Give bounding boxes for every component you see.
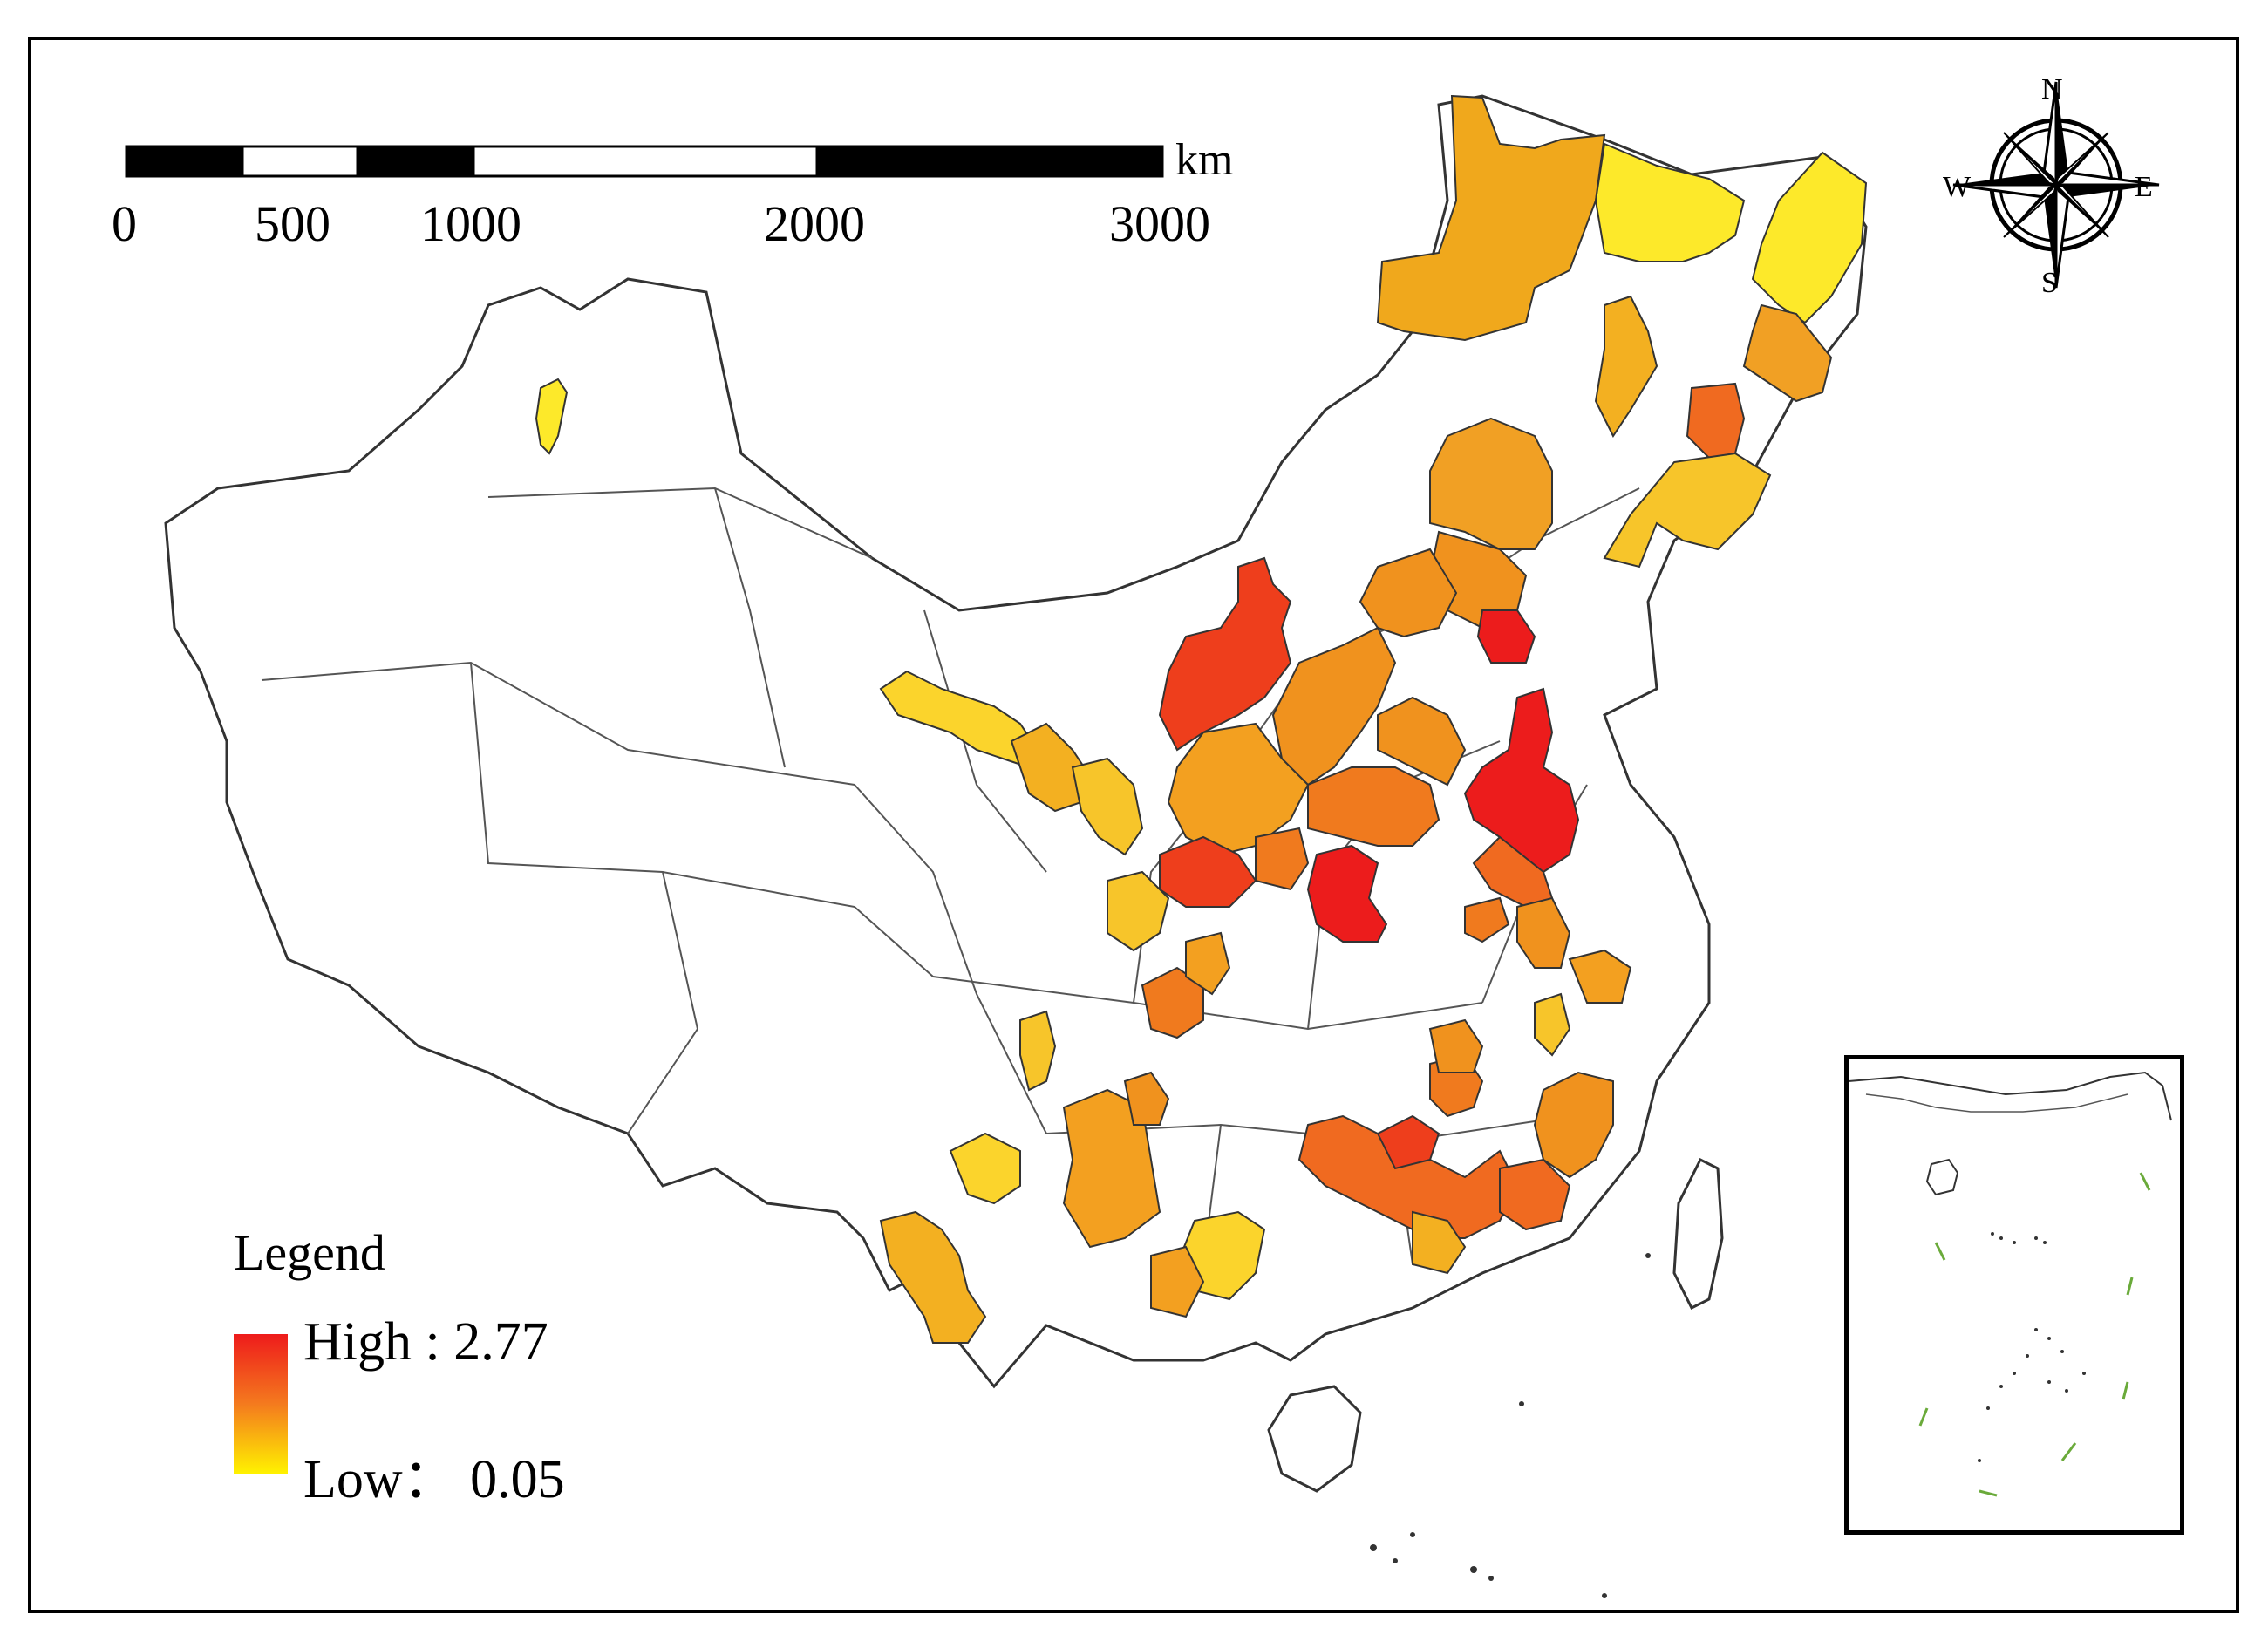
inset-map-canvas — [1848, 1071, 2172, 1497]
region-central-weinan — [1307, 766, 1440, 847]
region-north-zhangjiakou — [1359, 548, 1458, 638]
region-southwest-dazhou — [1185, 931, 1231, 996]
region-south-fujian — [1533, 1071, 1614, 1179]
scale-tick-label: 3000 — [1109, 195, 1210, 252]
region-northeast-qiqihar — [1594, 295, 1658, 438]
inset-map — [1844, 1055, 2184, 1535]
region-central-hanzhong — [1159, 835, 1257, 908]
region-south-ganzhou — [1499, 1158, 1571, 1231]
region-southwest-xishuangbanna — [879, 1210, 987, 1344]
region-south-heyuan — [1376, 1114, 1440, 1170]
region-east-xuzhou — [1464, 896, 1510, 943]
hainan-island — [1267, 1385, 1362, 1493]
region-southwest-yunnan — [1062, 1088, 1161, 1249]
region-southwest-yibin — [1019, 1010, 1057, 1092]
south-china-sea-islands — [1370, 1253, 1651, 1598]
region-north-ordos — [1158, 556, 1292, 752]
region-east-anhui — [1516, 896, 1571, 969]
compass-east-label: E — [2135, 171, 2153, 203]
region-northwest-xinjiang-strip — [535, 378, 569, 455]
region-northeast-hulunbuir — [1376, 94, 1606, 342]
legend-high-label: High : 2.77 — [303, 1312, 548, 1372]
region-central-henan — [1306, 844, 1388, 943]
legend-color-ramp — [234, 1334, 288, 1474]
compass-north-label: N — [2041, 73, 2063, 106]
scale-unit-label: km — [1175, 135, 1234, 185]
region-central-ankang — [1255, 827, 1310, 891]
region-central-xiangtan — [1428, 1018, 1484, 1073]
scale-segment-5 — [815, 145, 1164, 178]
map-frame — [28, 37, 2239, 1613]
taiwan-island — [1672, 1157, 1724, 1311]
scale-tick-label: 500 — [255, 195, 330, 252]
region-north-beijing — [1476, 609, 1536, 664]
region-southwest-sichuan — [1107, 870, 1170, 952]
compass-rose-icon — [1952, 81, 2160, 289]
region-southwest-chongqing — [1141, 966, 1204, 1039]
legend-title: Legend — [234, 1224, 385, 1281]
region-northwest-longnan — [1071, 757, 1144, 856]
legend-low-label: Low： 0.05 — [303, 1450, 565, 1509]
compass-south-label: S — [2041, 267, 2058, 299]
region-northeast-liaoning — [1603, 452, 1772, 569]
choropleth-regions — [535, 94, 1868, 1344]
region-east-huangshan — [1534, 992, 1571, 1057]
region-southwest-liupanshui — [1123, 1071, 1170, 1126]
region-north-shanxi — [1271, 626, 1397, 787]
scale-segment-3 — [356, 145, 475, 178]
scale-tick-label: 0 — [112, 195, 137, 252]
scale-tick-label: 1000 — [420, 195, 521, 252]
scale-segment-2 — [241, 145, 359, 178]
scale-segment-4 — [472, 145, 819, 178]
scale-segment-1 — [125, 145, 244, 178]
region-east-wuhu — [1568, 949, 1632, 1004]
region-south-wuzhou — [1150, 1245, 1205, 1318]
region-northeast-heihe — [1594, 142, 1746, 262]
region-southwest-guizhou — [949, 1132, 1021, 1205]
scale-tick-label: 2000 — [764, 195, 865, 252]
region-central-shanxi-south — [1377, 696, 1467, 787]
scale-bar — [125, 145, 1164, 178]
region-northeast-mudanjiang — [1742, 303, 1833, 403]
region-northeast-jiamusi — [1751, 151, 1868, 324]
compass-west-label: W — [1943, 171, 1972, 203]
region-south-shaoguan — [1412, 1210, 1467, 1275]
